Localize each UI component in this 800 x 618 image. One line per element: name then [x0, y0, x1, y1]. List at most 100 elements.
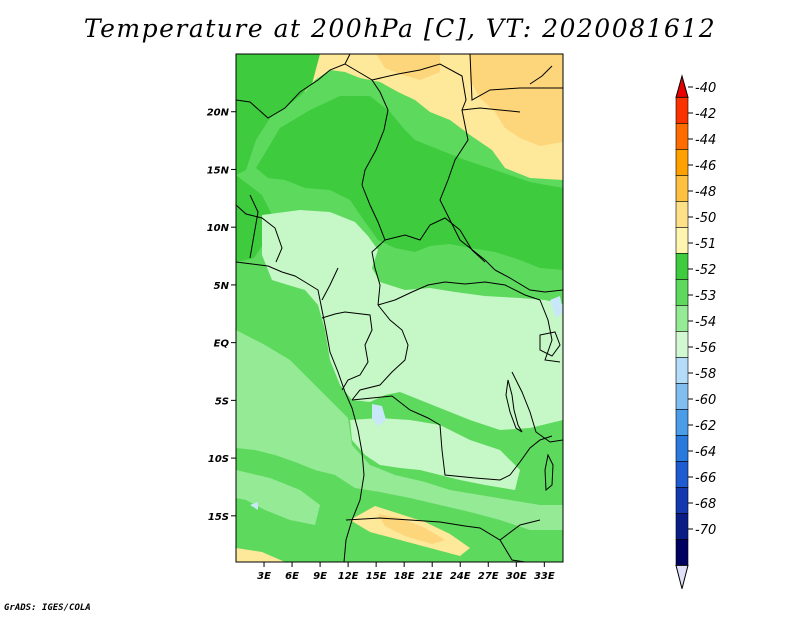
legend-swatch-15 [675, 461, 689, 488]
border-tanzania [511, 371, 563, 443]
field-warmer-n [376, 54, 440, 80]
legend-swatch-18 [675, 539, 689, 566]
field-light-central [262, 210, 563, 430]
legend-swatch-10 [675, 331, 689, 358]
legend-label-7: -52 [695, 263, 716, 278]
legend-swatch-8 [675, 279, 689, 306]
field-light-south [350, 418, 520, 490]
border-chad-sudan [439, 179, 496, 271]
y-tick-label-6: 10S [208, 454, 229, 465]
y-axis: 20N 15N 10N 5N EQ 5S 10S 15S [207, 108, 236, 523]
border-niger-chad [371, 63, 469, 181]
x-tick-label-8: 27E [478, 571, 499, 582]
border-drc-zambia [509, 435, 553, 476]
legend-label-15: -66 [695, 471, 716, 486]
border-ne-corner [529, 65, 553, 85]
lake-victoria [539, 331, 561, 357]
field-warmer-south [378, 514, 445, 544]
legend-swatch-3 [675, 149, 689, 176]
legend-label-9: -54 [695, 315, 716, 330]
x-tick-label-2: 9E [313, 571, 327, 582]
border-zambia-east [499, 539, 526, 562]
legend-label-5: -50 [695, 211, 716, 226]
lake-malawi [544, 453, 554, 492]
legend-swatch-17 [675, 513, 689, 540]
border-libya-egypt [469, 54, 563, 101]
legend-label-1: -42 [695, 107, 716, 122]
color-legend: -40 -42 -44 -46 -48 -50 -51 -52 -53 -54 -56 -58 -60 -… [675, 74, 716, 589]
legend-swatch-11 [675, 357, 689, 384]
field-medium-sw [236, 470, 320, 525]
legend-swatch-13 [675, 409, 689, 436]
legend-swatch-16 [675, 487, 689, 514]
border-mali-niger [344, 63, 389, 186]
x-tick-label-6: 21E [422, 571, 443, 582]
x-tick-label-0: 3E [257, 571, 271, 582]
legend-swatch-6 [675, 227, 689, 254]
field-medium-south [236, 330, 563, 530]
legend-label-11: -58 [695, 367, 716, 382]
legend-label-8: -53 [695, 289, 716, 304]
border-ghana-togo [249, 194, 259, 259]
border-south-sudan [494, 269, 563, 293]
temperature-field [236, 54, 563, 562]
legend-swatch-1 [675, 97, 689, 124]
field-dark-sahel [256, 96, 563, 270]
y-tick-label-0: 20N [207, 108, 230, 119]
legend-swatch-4 [675, 175, 689, 202]
y-tick-label-3: 5N [214, 281, 230, 292]
legend-arrow-bottom [675, 564, 689, 589]
legend-swatch-12 [675, 383, 689, 410]
y-tick-label-2: 10N [207, 223, 230, 234]
map-frame [235, 53, 564, 563]
legend-label-2: -44 [695, 133, 716, 148]
legend-label-0: -40 [695, 81, 716, 96]
legend-label-10: -56 [695, 341, 716, 356]
border-nigeria-cameroon [321, 267, 339, 301]
field-warm-sw-corner [236, 548, 285, 562]
x-tick-label-9: 30E [506, 571, 527, 582]
border-uganda-kenya [539, 299, 561, 363]
legend-swatch-2 [675, 123, 689, 150]
x-axis: 3E 6E 9E 12E 15E 18E 21E 24E 27E 30E 33E [257, 562, 555, 582]
border-angola-namibia [345, 517, 541, 541]
border-mauritania-mali [236, 54, 351, 119]
field-cold-spot-1 [372, 404, 386, 426]
legend-label-4: -48 [695, 185, 716, 200]
y-tick-label-1: 15N [207, 165, 230, 176]
border-burkina [236, 204, 283, 263]
x-tick-label-5: 18E [394, 571, 415, 582]
border-nigeria [361, 184, 386, 306]
legend-swatch-5 [675, 201, 689, 228]
border-car-congo [377, 281, 541, 306]
border-congo-drc [351, 304, 409, 401]
border-sudan [461, 107, 521, 113]
lake-tanganyika [505, 379, 523, 433]
country-borders [236, 54, 563, 562]
legend-swatch-7 [675, 253, 689, 280]
legend-label-17: -70 [695, 523, 716, 538]
y-tick-label-5: 5S [215, 396, 229, 407]
x-tick-label-4: 15E [366, 571, 387, 582]
legend-swatch-14 [675, 435, 689, 462]
y-tick-label-4: EQ [214, 339, 230, 350]
x-tick-label-1: 6E [285, 571, 299, 582]
border-drc-angola [351, 395, 511, 481]
x-tick-label-3: 12E [338, 571, 359, 582]
legend-label-14: -64 [695, 445, 716, 460]
legend-label-13: -62 [695, 419, 716, 434]
y-tick-label-7: 15S [208, 512, 229, 523]
x-tick-label-7: 24E [450, 571, 471, 582]
legend-label-6: -51 [695, 237, 716, 252]
field-cold-spot-2 [550, 296, 563, 318]
legend-arrow-top [675, 74, 689, 98]
legend-label-16: -68 [695, 497, 716, 512]
legend-swatch-9 [675, 305, 689, 332]
x-tick-label-10: 33E [534, 571, 555, 582]
border-gabon-congo [321, 311, 373, 391]
grads-credit: GrADS: IGES/COLA [4, 603, 91, 613]
legend-label-12: -60 [695, 393, 716, 408]
field-dark-north [236, 54, 320, 175]
field-cold-spot-3 [250, 502, 258, 510]
